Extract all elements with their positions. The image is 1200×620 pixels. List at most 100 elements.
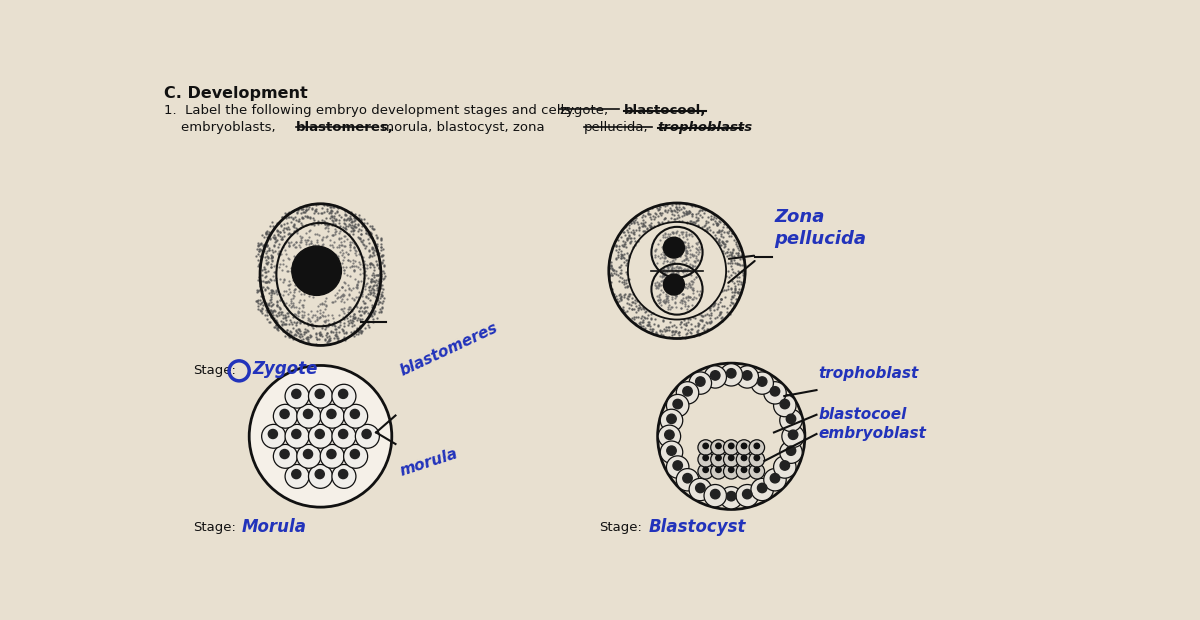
Circle shape: [698, 452, 714, 467]
Circle shape: [308, 384, 332, 408]
Circle shape: [292, 389, 301, 399]
Circle shape: [724, 452, 739, 467]
Circle shape: [786, 446, 796, 455]
Circle shape: [737, 440, 751, 455]
Circle shape: [757, 377, 767, 386]
Circle shape: [660, 409, 683, 432]
Circle shape: [320, 404, 344, 428]
Circle shape: [724, 464, 739, 479]
Circle shape: [710, 489, 720, 499]
Text: trophoblasts: trophoblasts: [658, 121, 752, 133]
Circle shape: [720, 364, 743, 386]
Circle shape: [749, 440, 764, 455]
Circle shape: [355, 424, 379, 448]
Text: 1.  Label the following embryo development stages and cells:: 1. Label the following embryo developmen…: [164, 104, 580, 117]
Circle shape: [269, 430, 277, 438]
Circle shape: [724, 440, 739, 455]
Circle shape: [698, 464, 714, 479]
Circle shape: [338, 430, 348, 438]
Circle shape: [703, 455, 708, 461]
Circle shape: [332, 384, 356, 408]
Text: blastomeres: blastomeres: [398, 320, 500, 379]
Text: Morula: Morula: [241, 518, 306, 536]
Circle shape: [292, 430, 301, 438]
Circle shape: [665, 430, 674, 440]
Circle shape: [262, 424, 286, 448]
Circle shape: [698, 440, 714, 455]
Circle shape: [737, 452, 751, 467]
Circle shape: [749, 452, 764, 467]
Circle shape: [667, 446, 677, 455]
Text: zygote,: zygote,: [559, 104, 608, 117]
Text: blastomeres,: blastomeres,: [295, 121, 394, 133]
Circle shape: [292, 246, 342, 295]
Circle shape: [780, 441, 803, 463]
Circle shape: [316, 430, 324, 438]
Circle shape: [274, 404, 298, 428]
Text: pellucida,: pellucida,: [584, 121, 649, 133]
Circle shape: [280, 409, 289, 419]
Circle shape: [743, 371, 752, 380]
Circle shape: [664, 274, 684, 295]
Text: trophoblast: trophoblast: [818, 366, 918, 381]
Circle shape: [728, 467, 734, 472]
Circle shape: [704, 366, 726, 388]
Circle shape: [320, 445, 344, 468]
Circle shape: [726, 492, 736, 501]
Circle shape: [780, 461, 790, 470]
Text: Zona
pellucida: Zona pellucida: [775, 208, 866, 249]
Text: Stage:: Stage:: [600, 521, 642, 534]
Circle shape: [710, 464, 726, 479]
Circle shape: [710, 371, 720, 380]
Text: morula, blastocyst, zona: morula, blastocyst, zona: [377, 121, 545, 133]
Circle shape: [308, 464, 332, 489]
Circle shape: [703, 443, 708, 449]
Circle shape: [696, 377, 706, 386]
Circle shape: [660, 441, 683, 463]
Circle shape: [696, 483, 706, 493]
Circle shape: [286, 464, 310, 489]
Circle shape: [780, 399, 790, 409]
Text: Blastocyst: Blastocyst: [648, 518, 746, 536]
Circle shape: [780, 409, 803, 432]
Circle shape: [763, 469, 786, 491]
Circle shape: [658, 425, 680, 448]
Circle shape: [774, 394, 796, 417]
Circle shape: [666, 456, 689, 478]
Circle shape: [685, 391, 776, 482]
Circle shape: [774, 456, 796, 478]
Circle shape: [350, 450, 360, 459]
Circle shape: [715, 455, 721, 461]
Circle shape: [292, 469, 301, 479]
Circle shape: [736, 484, 758, 507]
Circle shape: [710, 452, 726, 467]
Circle shape: [726, 369, 736, 378]
Circle shape: [782, 425, 804, 448]
Circle shape: [788, 430, 798, 440]
Text: blastocoel: blastocoel: [818, 407, 906, 422]
Circle shape: [296, 404, 320, 428]
Circle shape: [316, 469, 324, 479]
Circle shape: [749, 464, 764, 479]
Circle shape: [715, 467, 721, 472]
Circle shape: [658, 363, 805, 510]
Circle shape: [286, 424, 310, 448]
Circle shape: [728, 455, 734, 461]
Circle shape: [338, 469, 348, 479]
Circle shape: [754, 455, 760, 461]
Circle shape: [316, 389, 324, 399]
Circle shape: [332, 464, 356, 489]
Circle shape: [703, 467, 708, 472]
Circle shape: [304, 409, 312, 419]
Circle shape: [770, 474, 780, 483]
Circle shape: [326, 450, 336, 459]
Circle shape: [326, 409, 336, 419]
Circle shape: [710, 440, 726, 455]
Text: embryoblasts,: embryoblasts,: [164, 121, 280, 133]
Circle shape: [683, 387, 692, 396]
Circle shape: [343, 445, 367, 468]
Text: C. Development: C. Development: [164, 86, 307, 101]
Circle shape: [715, 443, 721, 449]
Circle shape: [751, 372, 774, 394]
Circle shape: [751, 479, 774, 501]
